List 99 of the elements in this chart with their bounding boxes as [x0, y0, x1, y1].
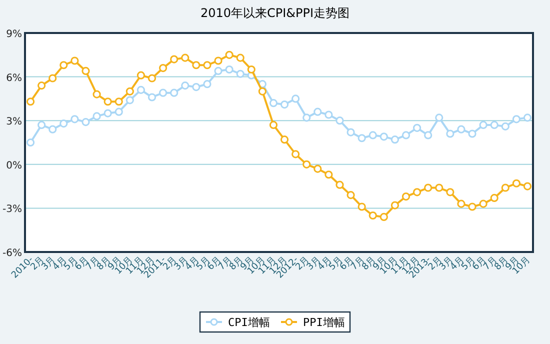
- point: [523, 182, 532, 190]
- point: [412, 188, 422, 196]
- point: [114, 108, 123, 116]
- y-tick-label: 3%: [6, 116, 22, 128]
- point: [324, 170, 333, 179]
- y-tick-label: 9%: [6, 29, 22, 40]
- point: [402, 131, 410, 140]
- point: [126, 96, 134, 104]
- point: [314, 164, 322, 173]
- point: [424, 131, 432, 140]
- point: [280, 100, 289, 109]
- point: [126, 87, 134, 96]
- point: [358, 202, 366, 211]
- point: [336, 116, 344, 125]
- point: [136, 71, 146, 80]
- point: [424, 184, 432, 192]
- y-tick-label: 6%: [6, 72, 22, 84]
- point: [48, 125, 57, 134]
- point: [225, 65, 234, 74]
- point: [60, 119, 68, 128]
- legend-label: PPI增幅: [303, 316, 345, 329]
- point: [92, 112, 101, 120]
- point: [368, 131, 377, 140]
- point: [26, 98, 35, 106]
- point: [292, 94, 300, 103]
- point: [468, 202, 476, 211]
- point: [435, 114, 444, 122]
- point: [346, 191, 355, 200]
- point: [181, 54, 190, 62]
- point: [336, 180, 344, 189]
- point: [225, 50, 234, 59]
- point: [148, 93, 156, 102]
- point: [523, 114, 532, 122]
- point: [70, 56, 79, 65]
- point: [292, 150, 300, 158]
- point: [192, 61, 200, 70]
- point: [368, 211, 377, 220]
- point: [412, 124, 422, 132]
- point: [490, 194, 498, 202]
- point: [236, 70, 244, 78]
- point: [358, 134, 366, 142]
- point: [501, 184, 510, 192]
- point: [82, 118, 90, 126]
- y-tick-label: -6%: [2, 248, 22, 259]
- point: [114, 98, 123, 106]
- point: [70, 115, 79, 124]
- point: [170, 55, 178, 64]
- point: [48, 74, 57, 82]
- point: [258, 87, 266, 96]
- legend-label: CPI增幅: [228, 316, 270, 329]
- point: [280, 136, 289, 144]
- point: [479, 120, 488, 130]
- point: [214, 66, 222, 76]
- point: [435, 184, 444, 192]
- point: [214, 56, 222, 65]
- point: [380, 212, 388, 222]
- chart-title: 2010年以来CPI&PPI走势图: [200, 6, 350, 20]
- point: [457, 200, 466, 208]
- point: [446, 188, 454, 196]
- point: [236, 54, 244, 62]
- point: [324, 110, 333, 119]
- point: [402, 192, 410, 201]
- point: [269, 99, 278, 108]
- point: [158, 64, 168, 72]
- point: [26, 138, 35, 147]
- point: [104, 109, 112, 118]
- point: [346, 128, 355, 136]
- point: [512, 179, 520, 188]
- y-tick-label: 0%: [6, 160, 22, 172]
- y-tick-label: -3%: [2, 204, 22, 216]
- point: [203, 61, 212, 70]
- point: [380, 132, 388, 141]
- point: [82, 66, 90, 76]
- point: [457, 125, 466, 134]
- point: [269, 120, 278, 130]
- point: [468, 130, 476, 138]
- point: [148, 74, 156, 82]
- point: [501, 122, 510, 130]
- point: [203, 80, 212, 88]
- point: [60, 61, 68, 70]
- point: [136, 86, 146, 94]
- point: [302, 160, 311, 168]
- point: [512, 115, 520, 124]
- point: [314, 108, 322, 116]
- point: [479, 200, 488, 208]
- point: [104, 98, 112, 106]
- point: [302, 114, 311, 122]
- point: [390, 201, 400, 210]
- point: [158, 88, 168, 97]
- point: [446, 130, 454, 138]
- point: [170, 88, 178, 97]
- point: [490, 120, 498, 130]
- point: [181, 82, 190, 90]
- point: [390, 136, 400, 144]
- point: [247, 65, 256, 74]
- point: [192, 82, 200, 92]
- point: [38, 120, 46, 130]
- point: [92, 90, 101, 98]
- point: [38, 82, 46, 90]
